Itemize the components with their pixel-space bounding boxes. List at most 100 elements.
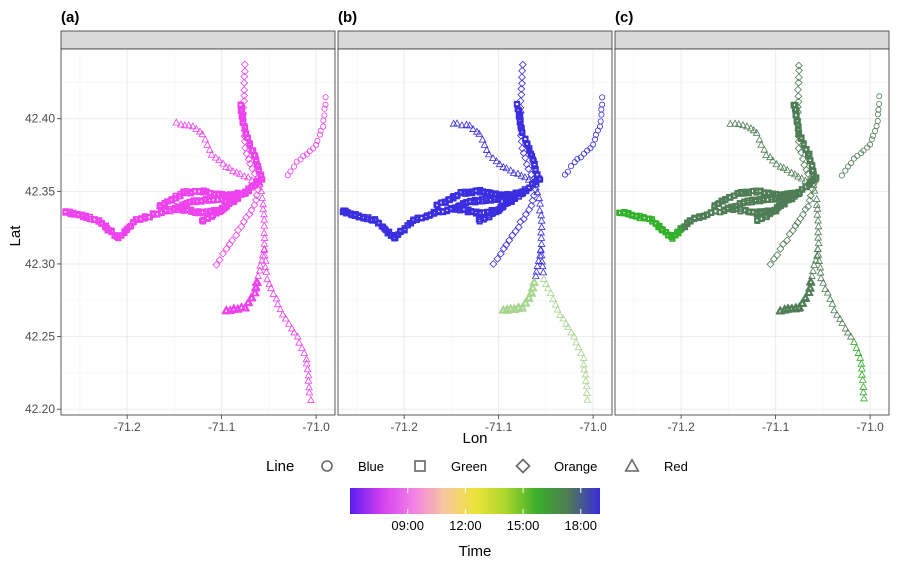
red-line-point (246, 293, 256, 302)
red-line-point (794, 172, 803, 180)
red-line-point (749, 126, 758, 134)
orange-line-point (250, 201, 259, 210)
red-line-point (211, 153, 220, 161)
red-line-point (535, 194, 544, 202)
orange-line-point (239, 217, 248, 226)
blue-line-point (300, 152, 307, 159)
orange-line-point (517, 84, 526, 93)
panel-border (614, 48, 890, 416)
red-line-point (244, 297, 254, 306)
orange-line-point (502, 241, 511, 249)
green-line-point (237, 102, 244, 109)
green-line-point (253, 179, 260, 186)
orange-line-point (783, 236, 792, 245)
red-line-point (306, 395, 315, 403)
red-line-point (536, 199, 545, 207)
green-line-point (157, 202, 164, 209)
time-colorbar: 09:00 12:00 15:00 18:00 Time (350, 488, 600, 560)
red-line-point (260, 221, 269, 229)
orange-line-point (802, 165, 811, 174)
x-tick-label: -71.0 (856, 420, 884, 434)
red-line-point (284, 319, 293, 327)
red-line-point (229, 304, 239, 313)
red-line-point (797, 174, 806, 182)
orange-line-point (508, 231, 517, 240)
green-line-point (450, 193, 457, 200)
orange-line-point (240, 67, 249, 76)
blue-line-point (321, 112, 328, 119)
red-line-point (755, 135, 764, 143)
red-line-point (249, 287, 260, 297)
shape-legend: Line Blue Green Orange Red (266, 458, 688, 475)
red-line-point (520, 173, 529, 181)
red-line-point (859, 388, 868, 396)
red-line-point (814, 238, 823, 246)
red-line-point (302, 355, 311, 363)
red-line-point (800, 292, 811, 301)
blue-line-point (599, 94, 606, 101)
red-line-point (188, 122, 197, 130)
blue-line-point (874, 111, 881, 118)
red-line-point (533, 188, 542, 196)
blue-line-point (876, 100, 883, 107)
x-tick-label: -71.2 (667, 420, 695, 434)
red-line-point (553, 305, 562, 313)
red-line-point (300, 348, 309, 356)
red-line-point (726, 119, 735, 127)
panel-1: (a) -71.2 -71.1 -71.0 42.20 42.25 42.30 42.35 42… (25, 9, 336, 434)
red-line-point (830, 306, 839, 314)
red-line-point (267, 284, 275, 292)
red-line-point (538, 262, 547, 270)
red-line-point (581, 376, 590, 384)
green-line-point (172, 192, 179, 199)
red-line-point (775, 306, 785, 315)
red-line-point (172, 118, 181, 126)
red-line-point (276, 304, 285, 313)
red-line-point (572, 338, 581, 346)
blue-line-point (848, 160, 855, 167)
red-line-point (529, 277, 539, 286)
red-line-point (797, 298, 807, 307)
red-line-point (222, 162, 231, 170)
red-line-point (205, 145, 214, 153)
red-line-point (263, 275, 272, 283)
blue-line-point (599, 101, 606, 108)
red-line-point (184, 121, 193, 129)
red-line-point (297, 343, 306, 351)
red-line-point (192, 124, 201, 132)
red-line-point (281, 314, 290, 322)
red-line-point (533, 261, 542, 269)
blue-line-point (838, 172, 845, 179)
red-line-point (858, 375, 867, 383)
red-line-point (219, 159, 227, 167)
orange-line-point (212, 260, 221, 269)
blue-line-point (577, 154, 584, 161)
red-line-point (290, 328, 299, 336)
red-line-point (492, 157, 501, 165)
red-line-point (215, 156, 224, 164)
panel-tag: (b) (338, 9, 357, 26)
y-tick-label: 42.30 (25, 257, 55, 271)
legend-label: Blue (358, 459, 384, 474)
orange-line-point (801, 205, 810, 214)
red-line-point (582, 388, 591, 396)
orange-line-point (794, 97, 803, 106)
red-line-point (776, 162, 785, 170)
red-line-point (813, 244, 822, 252)
legend-title: Line (266, 458, 294, 475)
y-tick-label: 42.40 (25, 112, 55, 126)
red-line-point (509, 168, 518, 176)
red-line-point (850, 337, 858, 345)
red-line-point (259, 200, 268, 208)
red-line-point (514, 302, 524, 311)
blue-line-point (842, 167, 849, 174)
red-line-point (564, 322, 573, 331)
red-line-point (826, 294, 835, 302)
red-line-point (790, 170, 799, 178)
orange-line-point (531, 185, 540, 194)
blue-line-point (860, 147, 867, 154)
x-tick-label: -71.1 (208, 420, 236, 434)
red-line-point (819, 278, 828, 286)
green-line-point (790, 102, 797, 109)
plot-area (61, 49, 335, 415)
